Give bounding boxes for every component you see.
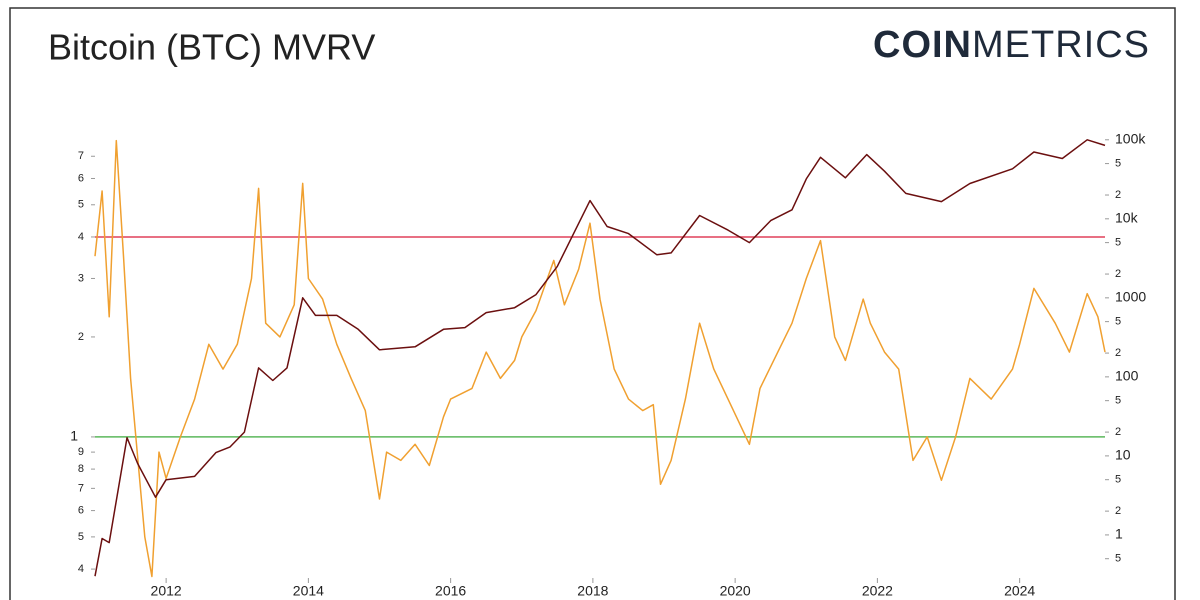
- frame: [9, 7, 1176, 600]
- y2-tick-label: 5: [1115, 474, 1121, 486]
- y-tick-label: 6: [78, 504, 84, 516]
- series-line: [94, 139, 1106, 578]
- series-line: [94, 139, 1106, 577]
- y2-tick-label: 2: [1115, 347, 1121, 359]
- y-tick-label: 4: [78, 231, 84, 243]
- x-tick-label: 2022: [862, 583, 893, 599]
- y2-tick-label: 5: [1115, 553, 1121, 565]
- y-tick-label: 5: [78, 531, 84, 543]
- chart-title: Bitcoin (BTC) MVRV: [48, 27, 375, 68]
- y-tick-label: 7: [78, 150, 84, 162]
- y2-tick-label: 2: [1115, 268, 1121, 280]
- y2-tick-label: 10: [1115, 447, 1131, 463]
- y-tick-label: 2: [78, 331, 84, 343]
- y-tick-label: 6: [78, 172, 84, 184]
- y2-tick-label: 5: [1115, 395, 1121, 407]
- x-tick-label: 2014: [293, 583, 324, 599]
- y2-tick-label: 10k: [1115, 210, 1139, 226]
- x-tick-label: 2012: [151, 583, 182, 599]
- brand-bold: COIN: [873, 24, 972, 66]
- y2-tick-label: 2: [1115, 189, 1121, 201]
- brand-logo: COINMETRICS: [873, 24, 1150, 66]
- y2-tick-label: 100k: [1115, 130, 1146, 146]
- y2-tick-label: 100: [1115, 368, 1139, 384]
- y2-tick-label: 1000: [1115, 289, 1146, 305]
- y2-tick-label: 1: [1115, 526, 1123, 542]
- y2-tick-label: 2: [1115, 426, 1121, 438]
- y-tick-label: 3: [78, 272, 84, 284]
- y-tick-label: 1: [70, 428, 78, 444]
- x-tick-label: 2024: [1004, 583, 1035, 599]
- y-tick-label: 5: [78, 199, 84, 211]
- y2-tick-label: 2: [1115, 505, 1121, 517]
- y-tick-label: 8: [78, 463, 84, 475]
- y-tick-label: 4: [78, 563, 84, 575]
- brand-light: METRICS: [972, 24, 1150, 66]
- y-tick-label: 9: [78, 446, 84, 458]
- y2-tick-label: 5: [1115, 316, 1121, 328]
- x-tick-label: 2020: [720, 583, 751, 599]
- y-tick-label: 7: [78, 482, 84, 494]
- x-tick-label: 2018: [577, 583, 608, 599]
- y2-tick-label: 5: [1115, 237, 1121, 249]
- x-tick-label: 2016: [435, 583, 466, 599]
- y2-tick-label: 5: [1115, 157, 1121, 169]
